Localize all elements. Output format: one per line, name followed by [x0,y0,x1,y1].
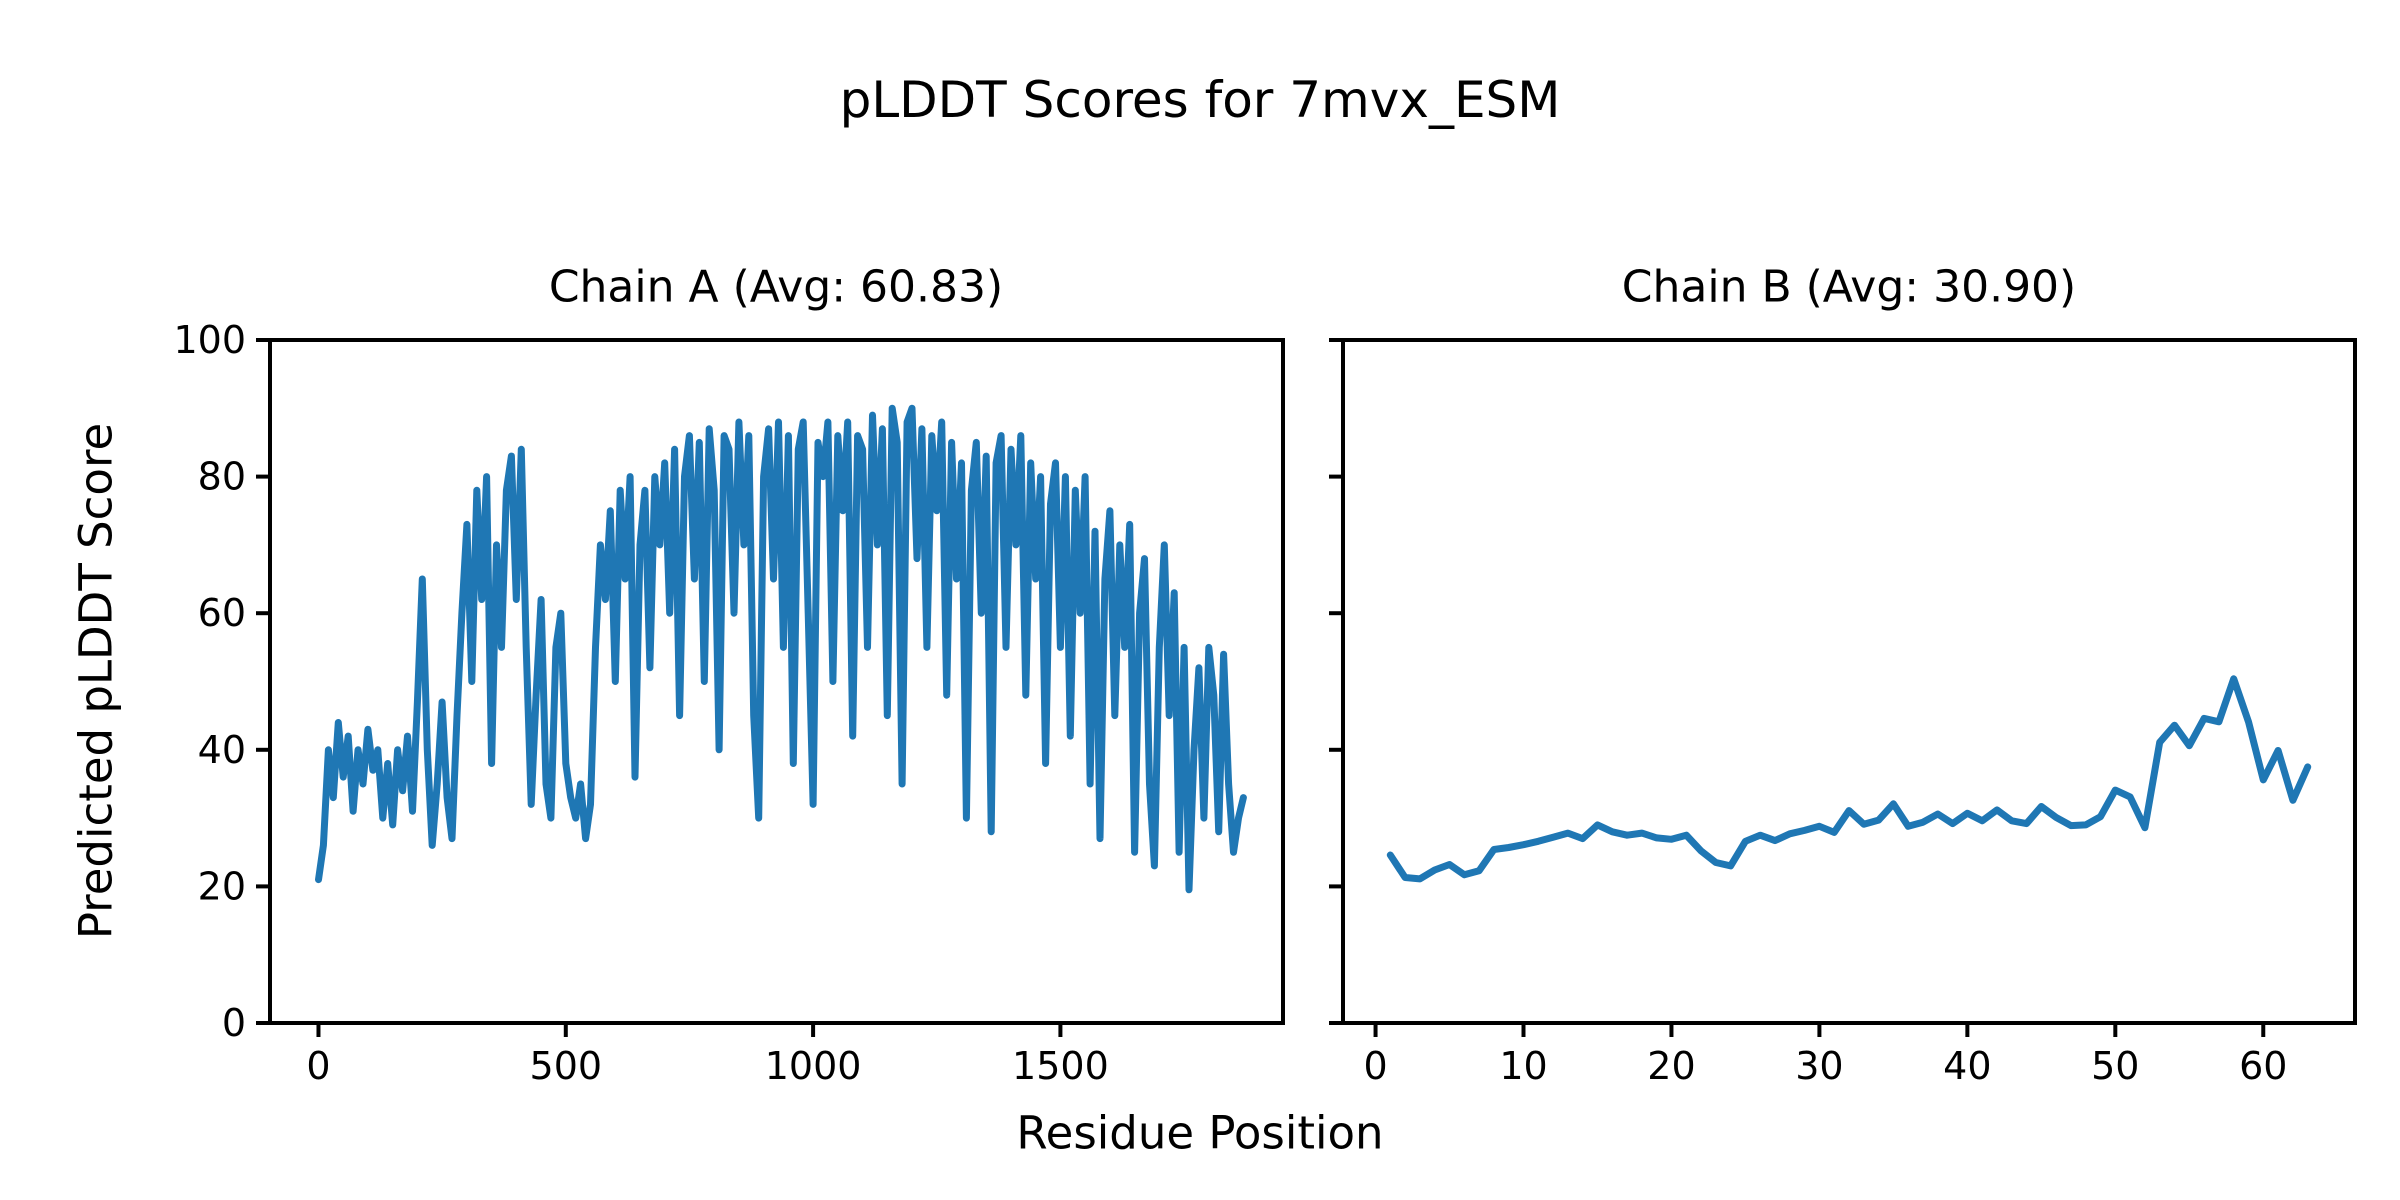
chain-a-title: Chain A (Avg: 60.83) [548,261,1004,313]
axes-spines [1341,338,2357,1025]
chain-a-line [315,404,1247,894]
x-tick-label: 60 [2239,1044,2287,1088]
x-tick-label: 40 [1943,1044,1991,1088]
figure-title: pLDDT Scores for 7mvx_ESM [839,71,1561,129]
x-tick-label: 500 [530,1044,603,1088]
chain-b-plot: 0 10 20 30 40 50 60 [1329,338,2357,1088]
y-tick-label: 20 [198,864,246,908]
x-tick-label: 50 [2091,1044,2139,1088]
x-tick-label: 0 [1363,1044,1387,1088]
y-tick-label: 100 [173,318,246,362]
y-tick-label: 0 [222,1001,246,1045]
x-tick-label: 10 [1499,1044,1547,1088]
chain-b-line [1386,675,2312,883]
x-axis-label: Residue Position [1016,1106,1384,1160]
x-tick-label: 30 [1795,1044,1843,1088]
y-tick-label: 40 [198,728,246,772]
x-tick-label: 0 [306,1044,330,1088]
y-tick-label: 80 [198,455,246,499]
x-tick-label: 1000 [765,1044,862,1088]
axes-spines [268,338,1285,1025]
x-tick-label: 1500 [1012,1044,1109,1088]
x-tick-label: 20 [1647,1044,1695,1088]
chain-b-title: Chain B (Avg: 30.90) [1621,261,2077,313]
chain-a-plot: 0 500 1000 1500 0 20 40 60 80 100 [173,318,1285,1088]
y-tick-label: 60 [198,591,246,635]
